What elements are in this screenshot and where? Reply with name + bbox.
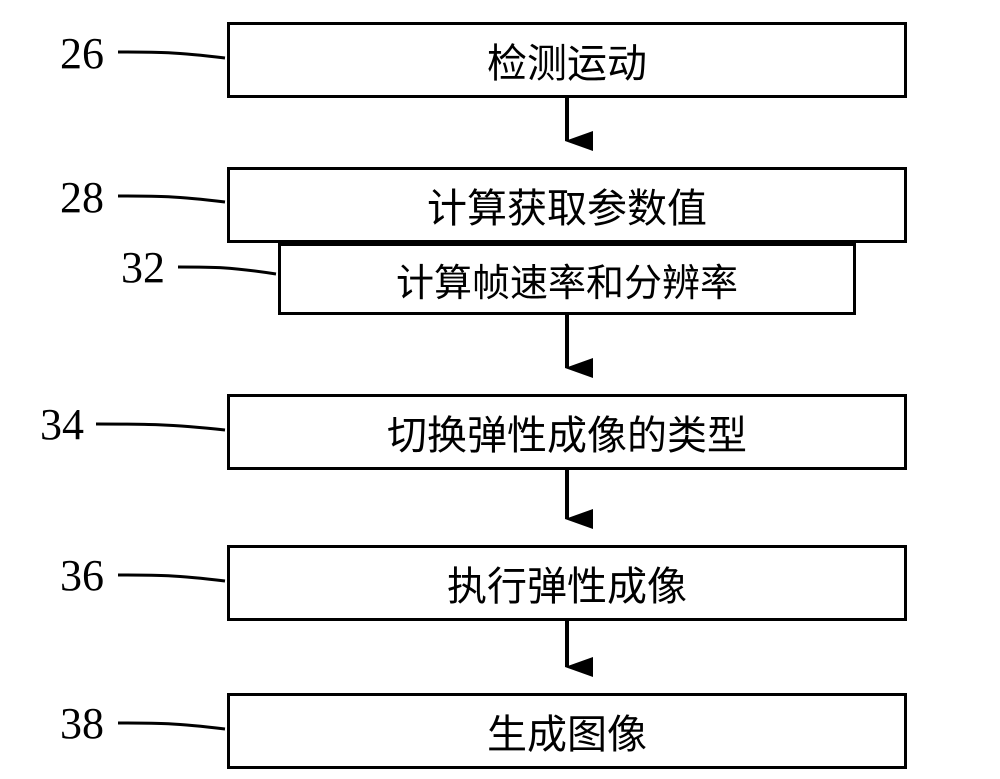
label-connector xyxy=(178,267,276,274)
label-connector xyxy=(118,196,225,202)
flowchart-canvas: 检测运动计算获取参数值计算帧速率和分辨率切换弹性成像的类型执行弹性成像生成图像2… xyxy=(0,0,1000,779)
connectors-layer xyxy=(0,0,1000,779)
label-connector xyxy=(118,52,225,58)
label-connector xyxy=(118,575,225,581)
label-connector xyxy=(118,723,225,729)
label-connector xyxy=(96,424,225,430)
